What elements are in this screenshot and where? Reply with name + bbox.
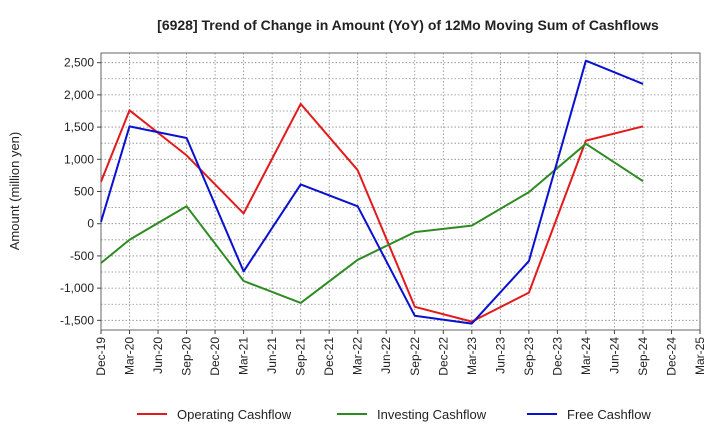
y-tick-label: 500 xyxy=(74,185,94,199)
x-tick-label: Jun-20 xyxy=(151,337,165,374)
x-tick-label: Dec-21 xyxy=(322,337,336,376)
x-tick-label: Sep-23 xyxy=(522,337,536,376)
x-tick-label: Mar-25 xyxy=(693,337,707,375)
series-line-investing-cashflow xyxy=(100,142,644,304)
x-tick-label: Dec-22 xyxy=(436,337,450,376)
y-tick-label: 1,000 xyxy=(64,152,94,166)
x-tick-label: Dec-20 xyxy=(208,337,222,376)
legend-label: Operating Cashflow xyxy=(177,407,292,422)
x-tick-label: Jun-24 xyxy=(607,337,621,374)
y-tick-label: -1,000 xyxy=(60,281,94,295)
legend-label: Free Cashflow xyxy=(567,407,651,422)
x-tick-label: Dec-23 xyxy=(550,337,564,376)
x-tick-label: Sep-24 xyxy=(636,337,650,376)
y-axis-ticks: -1,500 -1,000 -500 0 500 1,000 1,500 2,000 2,500 xyxy=(60,56,101,327)
y-tick-label: 1,500 xyxy=(64,120,94,134)
chart-title: [6928] Trend of Change in Amount (YoY) o… xyxy=(157,17,659,33)
y-tick-label: 2,500 xyxy=(64,56,94,70)
x-axis-ticks: Dec-19 Mar-20 Jun-20 Sep-20 Dec-20 Mar-21 Jun-… xyxy=(94,330,707,376)
series-line-free-cashflow xyxy=(100,59,644,325)
x-tick-label: Dec-24 xyxy=(664,337,678,376)
y-tick-label: 0 xyxy=(87,217,94,231)
x-tick-label: Mar-22 xyxy=(351,337,365,375)
x-tick-label: Mar-23 xyxy=(465,337,479,375)
legend-label: Investing Cashflow xyxy=(377,407,487,422)
y-axis-label: Amount (million yen) xyxy=(7,132,22,251)
x-tick-label: Mar-21 xyxy=(237,337,251,375)
x-tick-label: Jun-23 xyxy=(493,337,507,374)
x-tick-label: Mar-20 xyxy=(123,337,137,375)
x-tick-label: Sep-22 xyxy=(408,337,422,376)
x-tick-label: Sep-21 xyxy=(294,337,308,376)
plot-area xyxy=(101,53,700,330)
x-tick-label: Sep-20 xyxy=(180,337,194,376)
series-lines xyxy=(100,59,644,325)
x-tick-label: Dec-19 xyxy=(94,337,108,376)
x-tick-label: Jun-22 xyxy=(379,337,393,374)
y-tick-label: 2,000 xyxy=(64,88,94,102)
x-tick-label: Mar-24 xyxy=(579,337,593,375)
series-line-operating-cashflow xyxy=(100,102,644,323)
y-tick-label: -500 xyxy=(70,249,94,263)
y-tick-label: -1,500 xyxy=(60,313,94,327)
x-tick-label: Jun-21 xyxy=(265,337,279,374)
legend: Operating Cashflow Investing Cashflow Free… xyxy=(137,407,651,422)
